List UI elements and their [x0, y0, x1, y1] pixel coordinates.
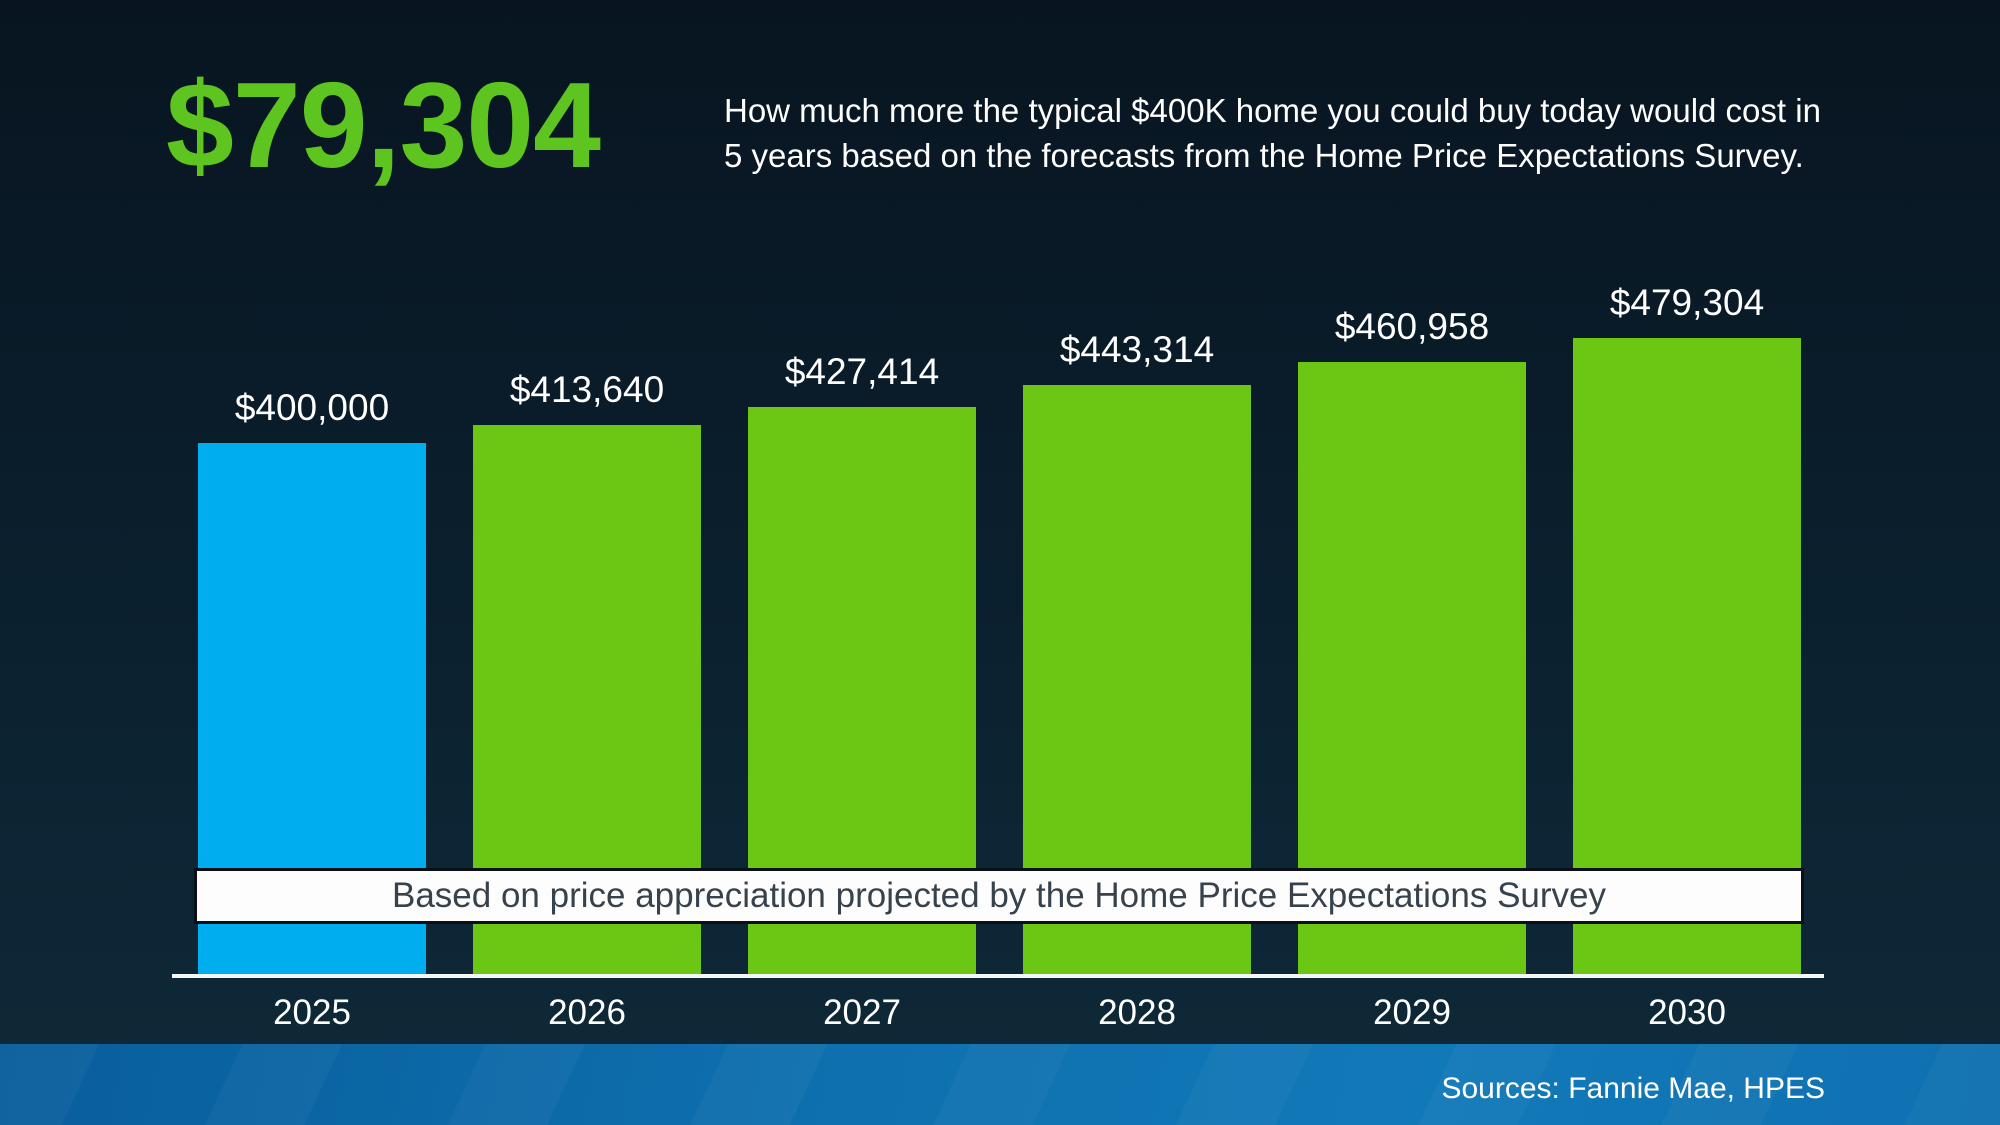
bar-value-label-2025: $400,000 [234, 387, 390, 428]
bar-value-label-2029: $460,958 [1334, 306, 1490, 347]
year-label-2025: 2025 [273, 993, 351, 1032]
subtitle-line-2: 5 years based on the forecasts from the … [724, 137, 1804, 174]
bar-value-label-2028: $443,314 [1059, 329, 1215, 370]
annotation-banner-text: Based on price appreciation projected by… [392, 876, 1606, 915]
sources-text: Sources: Fannie Mae, HPES [1441, 1072, 1825, 1105]
bar-value-label-2026: $413,640 [509, 369, 665, 410]
year-label-2030: 2030 [1648, 993, 1726, 1032]
footer-band [0, 1044, 2000, 1125]
annotation-banner: Based on price appreciation projected by… [194, 868, 1804, 924]
year-label-2028: 2028 [1098, 993, 1176, 1032]
subtitle: How much more the typical $400K home you… [724, 88, 1821, 178]
year-label-2027: 2027 [823, 993, 901, 1032]
year-label-2029: 2029 [1373, 993, 1451, 1032]
year-label-2026: 2026 [548, 993, 626, 1032]
x-axis-line [172, 974, 1824, 978]
bar-value-label-2030: $479,304 [1609, 282, 1765, 323]
subtitle-line-1: How much more the typical $400K home you… [724, 92, 1821, 129]
bar-value-label-2027: $427,414 [784, 351, 940, 392]
headline-amount: $79,304 [166, 57, 601, 193]
